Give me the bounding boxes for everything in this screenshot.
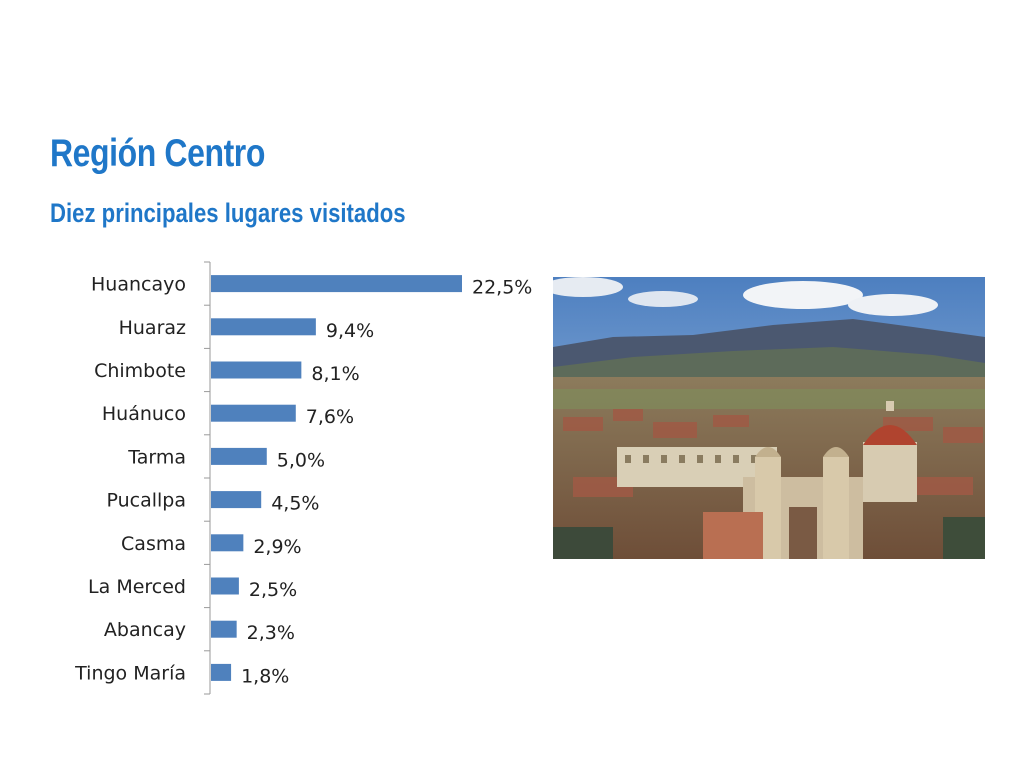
chart-axis [204, 261, 211, 695]
bar-1 [211, 318, 316, 336]
chart-bars [211, 275, 462, 681]
value-label: 7,6% [306, 406, 354, 428]
value-label: 8,1% [311, 363, 359, 385]
category-label: Pucallpa [106, 490, 186, 512]
bar-2 [211, 361, 302, 379]
bar-8 [211, 620, 237, 638]
chart-value-labels: 22,5% 9,4% 8,1% 7,6% 5,0% 4,5% 2,9% 2,5% 2,3% 1,8… [241, 277, 532, 688]
value-label: 5,0% [277, 449, 325, 471]
category-label: Tingo María [74, 662, 186, 684]
bar-0 [211, 275, 462, 293]
value-label: 2,3% [247, 622, 295, 644]
bar-9 [211, 663, 232, 681]
chart-category-labels: Huancayo Huaraz Chimbote Huánuco Tarma Pucall… [74, 274, 186, 685]
category-label: Abancay [104, 619, 186, 641]
bar-6 [211, 534, 244, 552]
bar-7 [211, 577, 239, 595]
bar-chart: Huancayo Huaraz Chimbote Huánuco Tarma Pucall… [74, 261, 532, 695]
bar-5 [211, 491, 262, 509]
value-label: 9,4% [326, 320, 374, 342]
category-label: Huaraz [119, 317, 186, 339]
category-label: La Merced [88, 576, 186, 598]
city-photo [553, 277, 985, 559]
value-label: 4,5% [271, 493, 319, 515]
city-photo-illustration [553, 277, 985, 559]
value-label: 1,8% [241, 665, 289, 687]
slide-title: Región Centro [50, 132, 265, 175]
category-label: Chimbote [94, 360, 186, 382]
category-label: Huánuco [102, 403, 186, 425]
slide-subtitle: Diez principales lugares visitados [50, 198, 406, 228]
bar-3 [211, 404, 296, 422]
category-label: Huancayo [91, 274, 186, 296]
category-label: Tarma [127, 446, 186, 468]
bar-4 [211, 447, 267, 465]
value-label: 2,9% [253, 536, 301, 558]
value-label: 22,5% [472, 277, 532, 299]
category-label: Casma [121, 533, 186, 555]
value-label: 2,5% [249, 579, 297, 601]
